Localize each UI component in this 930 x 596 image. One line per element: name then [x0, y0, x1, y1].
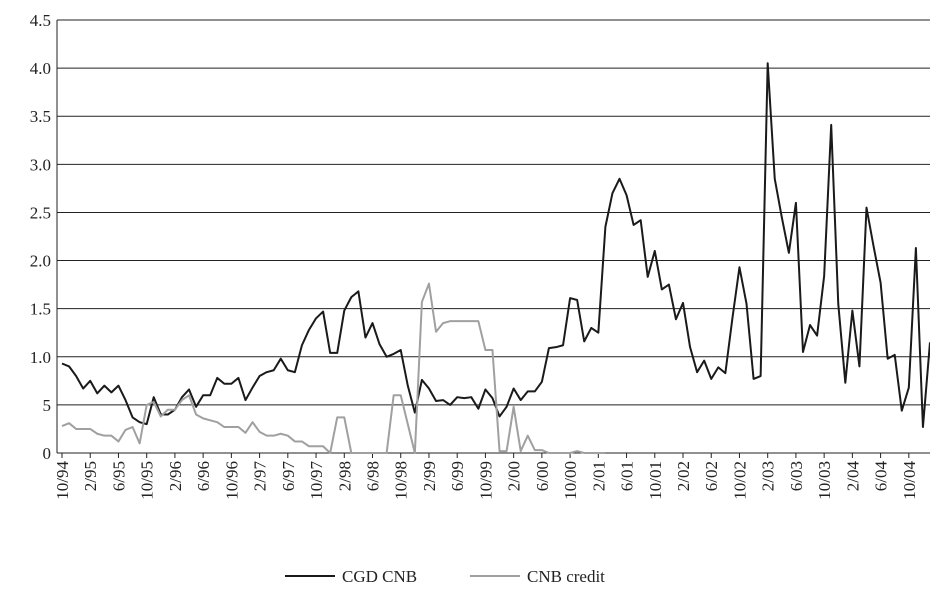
x-tick-label: 6/99 [448, 461, 467, 491]
x-tick-label: 2/97 [251, 461, 270, 492]
x-tick-label: 2/03 [759, 461, 778, 491]
x-tick-label: 10/98 [392, 461, 411, 500]
x-tick-label: 6/04 [872, 461, 891, 492]
x-tick-label: 2/95 [81, 461, 100, 491]
y-tick-label: 3.5 [30, 107, 51, 126]
x-tick-label: 10/95 [138, 461, 157, 500]
x-tick-label: 10/94 [53, 461, 72, 500]
y-tick-label: 4.5 [30, 11, 51, 30]
x-tick-label: 2/04 [843, 461, 862, 492]
x-tick-label: 6/02 [702, 461, 721, 491]
x-tick-label: 6/03 [787, 461, 806, 491]
legend-label: CNB credit [527, 567, 605, 586]
x-tick-label: 2/98 [335, 461, 354, 491]
y-tick-label: 1.0 [30, 348, 51, 367]
y-tick-label: 1.5 [30, 300, 51, 319]
x-tick-label: 2/96 [166, 461, 185, 491]
x-tick-label: 10/01 [646, 461, 665, 500]
y-tick-label: 3.0 [30, 155, 51, 174]
x-tick-label: 6/01 [618, 461, 637, 491]
series-line [61, 282, 606, 454]
x-tick-label: 6/95 [109, 461, 128, 491]
y-tick-label: 0 [43, 444, 52, 463]
y-tick-label: 2.0 [30, 252, 51, 271]
y-tick-label: 5 [43, 396, 52, 415]
y-tick-label: 4.0 [30, 59, 51, 78]
legend-label: CGD CNB [342, 567, 417, 586]
x-tick-label: 10/96 [222, 461, 241, 500]
x-tick-label: 2/99 [420, 461, 439, 491]
x-tick-label: 10/04 [900, 461, 919, 500]
x-tick-label: 6/96 [194, 461, 213, 491]
x-tick-label: 10/99 [476, 461, 495, 500]
x-tick-label: 10/97 [307, 461, 326, 500]
x-tick-label: 2/01 [589, 461, 608, 491]
x-tick-label: 6/98 [364, 461, 383, 491]
x-tick-label: 6/00 [533, 461, 552, 491]
x-tick-label: 10/02 [730, 461, 749, 500]
x-tick-label: 2/00 [505, 461, 524, 491]
series-line [61, 62, 930, 429]
x-tick-label: 2/02 [674, 461, 693, 491]
x-tick-label: 10/03 [815, 461, 834, 500]
x-tick-label: 6/97 [279, 461, 298, 492]
x-tick-label: 10/00 [561, 461, 580, 500]
y-tick-label: 2.5 [30, 203, 51, 222]
